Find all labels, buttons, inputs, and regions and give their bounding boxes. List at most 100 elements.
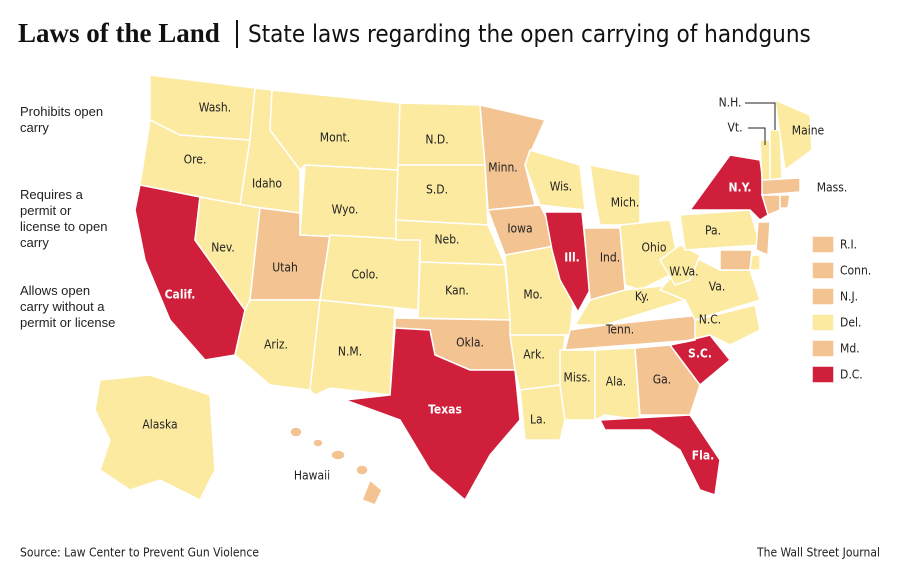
state-shape xyxy=(544,211,591,314)
state-shape xyxy=(811,313,835,332)
credit: The Wall Street Journal xyxy=(756,546,880,560)
state-shape xyxy=(524,149,586,211)
state-shape xyxy=(659,244,701,286)
state-label: S.D. xyxy=(426,183,448,197)
state-label: Ore. xyxy=(184,153,207,167)
state-shape xyxy=(361,478,383,506)
state-shape xyxy=(344,327,521,502)
state-shape xyxy=(719,249,753,271)
state-shape xyxy=(769,129,783,181)
state-label: Ky. xyxy=(635,290,649,304)
callout-lines xyxy=(745,102,776,145)
state-label: Calif. xyxy=(165,288,196,302)
state-shape xyxy=(779,194,791,209)
state-label: Okla. xyxy=(456,336,484,350)
state-shape xyxy=(309,299,396,396)
state-label: Idaho xyxy=(252,177,282,191)
state-shape xyxy=(811,365,835,384)
title-divider xyxy=(236,20,238,48)
state-label: W.Va. xyxy=(669,265,698,279)
small-state-label: Del. xyxy=(840,316,861,330)
small-state-labels: R.I. Conn. N.J. Del. Md. D.C. xyxy=(840,238,871,382)
state-label: N.H. xyxy=(719,96,742,110)
state-label: Ariz. xyxy=(264,338,288,352)
state-shape xyxy=(355,464,369,476)
state-label: Tenn. xyxy=(605,323,634,337)
legend-label: Requires a permit or license to open car… xyxy=(20,187,108,250)
state-label: Ala. xyxy=(606,375,626,389)
small-state-label: Md. xyxy=(840,342,860,356)
state-label: Neb. xyxy=(434,233,459,247)
state-label: Hawaii xyxy=(294,469,330,483)
legend-label: Prohibits open carry xyxy=(20,104,104,135)
state-shape xyxy=(598,414,721,496)
state-label: Ill. xyxy=(564,251,580,265)
state-shape xyxy=(760,194,781,217)
state-shape xyxy=(774,98,813,172)
state-label: N.Y. xyxy=(728,181,751,195)
state-label: Ark. xyxy=(523,348,545,362)
state-label: Kan. xyxy=(445,284,469,298)
state-label: Alaska xyxy=(142,418,177,432)
state-shape xyxy=(761,177,801,196)
state-label: N.D. xyxy=(425,133,448,147)
state-shape xyxy=(559,349,596,421)
state-label: Wash. xyxy=(199,101,231,115)
small-state-label: R.I. xyxy=(840,238,857,252)
state-label: Ind. xyxy=(600,251,620,265)
state-label: Mont. xyxy=(320,131,350,145)
state-label: Nev. xyxy=(211,241,235,255)
state-shape xyxy=(509,334,566,391)
state-shape xyxy=(811,235,835,254)
state-shape xyxy=(811,261,835,280)
state-label: Ohio xyxy=(642,241,667,255)
state-label: Texas xyxy=(428,403,462,417)
state-label: Wyo. xyxy=(332,203,359,217)
small-state-label: N.J. xyxy=(840,290,858,304)
state-label: Pa. xyxy=(705,224,721,238)
legend-label: Allows open carry without a permit or li… xyxy=(20,283,116,330)
title: Laws of the Land xyxy=(18,18,220,48)
state-shape xyxy=(312,438,324,448)
state-label: Minn. xyxy=(488,161,517,175)
state-label: Iowa xyxy=(507,222,532,236)
state-label: Colo. xyxy=(352,268,379,282)
state-labels: Wash. Ore. Idaho Calif. Nev. Utah Ariz. … xyxy=(142,96,847,483)
source: Source: Law Center to Prevent Gun Violen… xyxy=(20,546,259,560)
state-label: Fla. xyxy=(692,449,714,463)
small-state-label: Conn. xyxy=(840,264,871,278)
state-label: Mo. xyxy=(523,288,542,302)
state-shape xyxy=(330,449,346,461)
state-shape xyxy=(619,219,681,291)
state-label: Miss. xyxy=(564,371,591,385)
state-label: N.C. xyxy=(699,313,721,327)
state-shape xyxy=(811,287,835,306)
state-shape xyxy=(519,384,566,441)
state-shape xyxy=(759,139,771,181)
state-label: N.M. xyxy=(338,345,362,359)
state-label: Vt. xyxy=(727,121,742,135)
state-shape xyxy=(289,426,303,438)
state-shape xyxy=(669,304,761,346)
state-shapes xyxy=(94,74,835,506)
state-label: Utah xyxy=(272,261,298,275)
state-label: Va. xyxy=(709,280,726,294)
state-label: Wis. xyxy=(550,180,572,194)
state-label: S.C. xyxy=(688,347,712,361)
state-label: Ga. xyxy=(653,373,671,387)
callout-line xyxy=(745,102,776,130)
state-label: Maine xyxy=(792,124,825,138)
state-shape xyxy=(755,221,771,257)
state-label: Mass. xyxy=(817,181,848,195)
small-state-label: D.C. xyxy=(840,368,863,382)
callout-line xyxy=(748,127,766,145)
state-label: Mich. xyxy=(611,196,640,210)
state-shape xyxy=(634,344,701,416)
state-label: La. xyxy=(530,413,546,427)
state-shape xyxy=(811,339,835,358)
state-shape xyxy=(594,347,641,422)
subtitle: State laws regarding the open carrying o… xyxy=(248,20,811,48)
state-shape xyxy=(94,374,216,502)
